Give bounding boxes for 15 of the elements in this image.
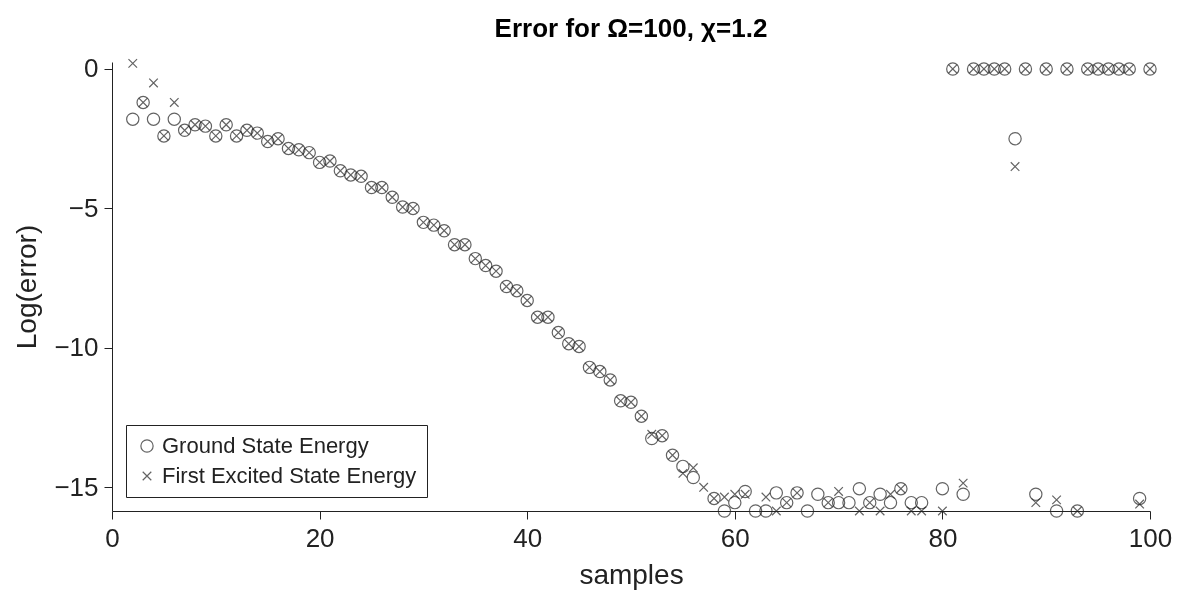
x-tick-label: 20 [305,522,335,553]
x-tick-label: 0 [105,522,120,553]
y-axis-title: Log(error) [11,224,43,350]
x-tick-label: 80 [928,522,958,553]
y-tick-label: −10 [54,332,99,363]
legend-label: Ground State Energy [162,433,369,458]
x-tick-label: 60 [720,522,750,553]
x-tick-label: 100 [1128,522,1173,553]
y-tick-label: 0 [84,53,99,84]
y-tick-label: −15 [54,471,99,502]
y-tick-label: −5 [68,192,99,223]
x-axis-title: samples [579,558,684,590]
x-tick-label: 40 [513,522,543,553]
legend-label: First Excited State Energy [162,463,417,488]
chart-title: Error for Ω=100, χ=1.2 [494,12,768,43]
